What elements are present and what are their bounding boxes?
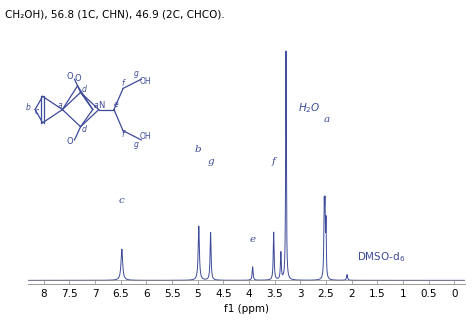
Text: b: b (194, 145, 201, 154)
Text: e: e (114, 100, 118, 109)
Text: OH: OH (140, 78, 151, 86)
Text: O: O (74, 74, 81, 83)
X-axis label: f1 (ppm): f1 (ppm) (224, 304, 269, 314)
Text: g: g (134, 69, 138, 78)
Text: g: g (207, 157, 214, 166)
Text: f: f (272, 157, 275, 166)
Text: d: d (82, 85, 87, 94)
Text: d: d (82, 125, 87, 134)
Text: CH₂OH), 56.8 (1C, CHN), 46.9 (2C, CHCO).: CH₂OH), 56.8 (1C, CHN), 46.9 (2C, CHCO). (5, 10, 225, 20)
Text: c: c (119, 196, 125, 205)
Text: O: O (67, 72, 73, 81)
Text: a: a (58, 101, 63, 110)
Text: c: c (35, 107, 39, 116)
Text: f: f (121, 130, 124, 139)
Text: f: f (121, 80, 124, 88)
Text: OH: OH (140, 132, 151, 141)
Text: N: N (98, 101, 104, 110)
Text: O: O (67, 137, 73, 146)
Text: e: e (250, 235, 255, 244)
Text: b: b (26, 103, 31, 112)
Text: g: g (134, 140, 138, 149)
Text: a: a (324, 115, 330, 124)
Text: a: a (93, 101, 98, 110)
Text: DMSO-d$_6$: DMSO-d$_6$ (357, 250, 405, 264)
Text: $H_2O$: $H_2O$ (298, 101, 320, 115)
